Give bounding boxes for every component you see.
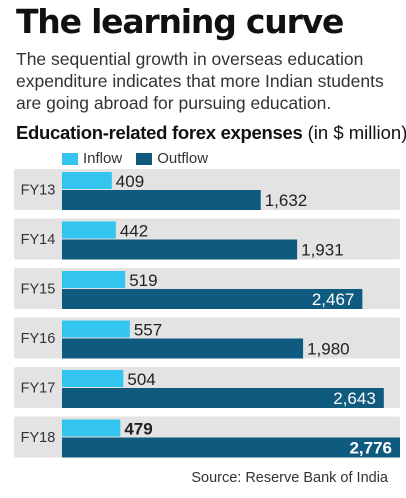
data-label-outflow: 1,632 [265, 191, 308, 210]
bar-outflow [62, 239, 298, 260]
data-label-inflow: 557 [134, 321, 162, 340]
data-label-inflow: 519 [129, 271, 157, 290]
category-label: FY17 [21, 381, 56, 397]
bar-inflow [62, 419, 121, 437]
chart-title-unit: (in $ million) [307, 122, 406, 143]
source-note: Source: Reserve Bank of India [191, 470, 388, 486]
bar-inflow [62, 271, 126, 288]
bar-outflow [62, 289, 363, 309]
bar-inflow [62, 221, 116, 239]
bar-outflow [62, 338, 304, 359]
legend-item-outflow: Outflow [136, 150, 208, 167]
bar-inflow [62, 370, 124, 387]
bar-inflow [62, 320, 130, 338]
category-label: FY13 [21, 183, 56, 199]
legend-swatch-inflow [62, 152, 78, 165]
legend-label-inflow: Inflow [83, 150, 123, 167]
bar-inflow [62, 172, 112, 189]
legend-item-inflow: Inflow [62, 150, 122, 167]
category-label: FY16 [21, 331, 56, 347]
category-label: FY18 [21, 430, 56, 446]
data-label-outflow: 1,980 [307, 340, 350, 359]
bar-outflow [62, 388, 384, 408]
data-label-inflow: 442 [120, 222, 148, 241]
chart-title: Education-related forex expenses (in $ m… [16, 122, 406, 144]
legend-label-outflow: Outflow [157, 150, 209, 167]
data-label-inflow: 504 [127, 370, 155, 389]
legend: Inflow Outflow [62, 150, 222, 167]
data-label-outflow: 2,643 [333, 389, 376, 408]
category-label: FY15 [21, 282, 56, 298]
data-label-inflow: 479 [124, 420, 152, 439]
deck-text: The sequential growth in overseas educat… [16, 49, 384, 113]
data-label-outflow: 2,467 [312, 290, 355, 309]
data-label-inflow: 409 [116, 172, 144, 191]
bar-outflow [62, 190, 261, 210]
bar-outflow [62, 437, 400, 458]
legend-swatch-outflow [136, 152, 153, 165]
headline: The learning curve [16, 2, 344, 41]
chart-title-main: Education-related forex expenses [16, 122, 303, 143]
data-label-outflow: 1,931 [301, 241, 344, 260]
data-label-outflow: 2,776 [349, 439, 392, 458]
category-label: FY14 [21, 232, 56, 248]
